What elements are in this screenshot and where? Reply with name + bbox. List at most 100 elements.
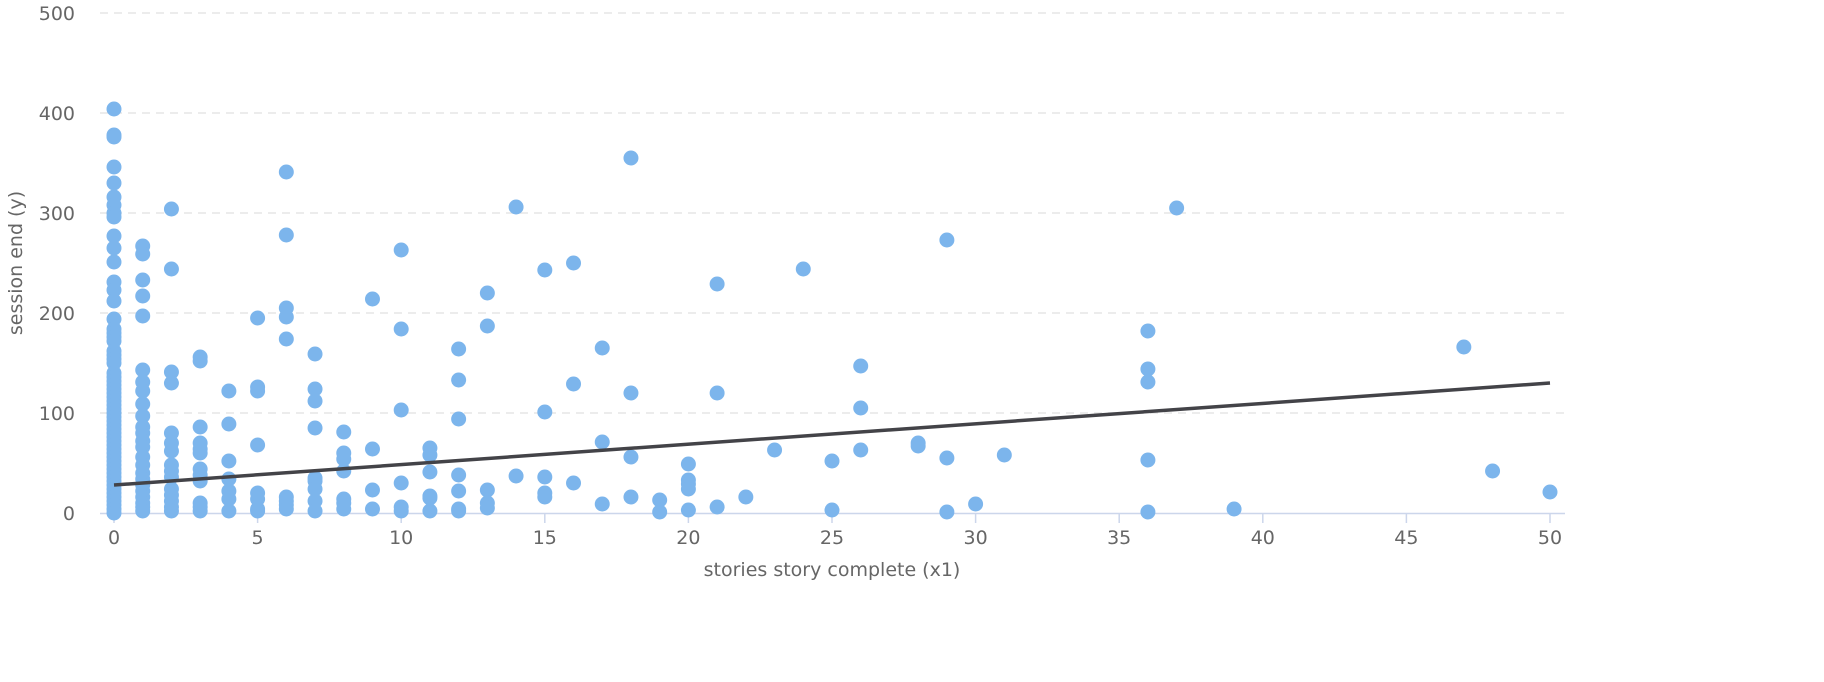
x-tick-label: 5: [252, 527, 264, 549]
data-point: [192, 419, 208, 435]
data-point: [652, 504, 668, 520]
y-axis-ticks: 0 100 200 300 400 500: [39, 3, 75, 525]
data-point: [1542, 484, 1558, 500]
data-point: [307, 381, 323, 397]
data-point: [623, 385, 639, 401]
data-point: [968, 496, 984, 512]
data-point: [307, 420, 323, 436]
data-point: [451, 411, 467, 427]
data-point: [422, 490, 438, 506]
data-point: [307, 346, 323, 362]
x-tick-label: 50: [1538, 527, 1562, 549]
data-point: [393, 503, 409, 519]
data-point: [996, 447, 1012, 463]
data-point: [537, 404, 553, 420]
data-point: [250, 383, 266, 399]
data-point: [451, 467, 467, 483]
data-point: [910, 438, 926, 454]
x-tick-label: 20: [676, 527, 700, 549]
data-point: [939, 232, 955, 248]
data-point: [364, 501, 380, 517]
data-point: [135, 408, 151, 424]
data-point: [824, 453, 840, 469]
data-point: [479, 482, 495, 498]
data-point: [479, 500, 495, 516]
data-point: [106, 505, 122, 521]
data-point: [278, 309, 294, 325]
data-point: [939, 450, 955, 466]
data-point: [106, 293, 122, 309]
x-axis-label: stories story complete (x1): [704, 559, 961, 581]
data-point: [307, 503, 323, 519]
data-point: [364, 291, 380, 307]
y-tick-label: 0: [63, 503, 75, 525]
data-point: [393, 321, 409, 337]
x-tick-label: 15: [533, 527, 557, 549]
data-point: [422, 464, 438, 480]
data-point: [307, 393, 323, 409]
data-point: [479, 318, 495, 334]
x-tick-label: 40: [1251, 527, 1275, 549]
data-point: [106, 129, 122, 145]
data-point: [106, 228, 122, 244]
data-point: [795, 261, 811, 277]
y-tick-label: 300: [39, 203, 75, 225]
x-tick-label: 35: [1107, 527, 1131, 549]
data-point: [566, 255, 582, 271]
y-tick-label: 500: [39, 3, 75, 25]
data-point: [451, 372, 467, 388]
data-point: [106, 159, 122, 175]
data-point: [566, 475, 582, 491]
x-axis: 0 5 10 15 20 25 30 35 40 45 50: [100, 512, 1565, 549]
data-point: [479, 285, 495, 301]
x-tick-label: 25: [820, 527, 844, 549]
data-point: [135, 362, 151, 378]
data-point: [135, 308, 151, 324]
data-point: [106, 175, 122, 191]
data-point: [336, 424, 352, 440]
data-point: [163, 201, 179, 217]
data-point: [853, 358, 869, 374]
trend-line-group: [113, 381, 1551, 487]
data-point: [1169, 200, 1185, 216]
data-point: [709, 499, 725, 515]
y-tick-label: 400: [39, 103, 75, 125]
data-point: [1485, 463, 1501, 479]
data-point: [1140, 361, 1156, 377]
data-point: [451, 503, 467, 519]
data-point: [451, 483, 467, 499]
data-point: [364, 441, 380, 457]
data-point: [537, 489, 553, 505]
data-point: [163, 443, 179, 459]
y-tick-label: 100: [39, 403, 75, 425]
data-point: [221, 453, 237, 469]
data-point: [652, 492, 668, 508]
data-point: [824, 502, 840, 518]
data-point: [221, 503, 237, 519]
data-point: [680, 481, 696, 497]
data-point: [192, 353, 208, 369]
data-point: [594, 340, 610, 356]
data-point: [623, 150, 639, 166]
data-point: [163, 375, 179, 391]
data-point: [1140, 504, 1156, 520]
data-point: [738, 489, 754, 505]
data-point: [709, 276, 725, 292]
x-tick-label: 10: [389, 527, 413, 549]
data-point: [1140, 323, 1156, 339]
data-point: [1226, 501, 1242, 517]
data-point: [1140, 452, 1156, 468]
data-point: [278, 331, 294, 347]
data-point: [106, 209, 122, 225]
data-point: [1140, 374, 1156, 390]
data-point: [278, 164, 294, 180]
data-point: [221, 383, 237, 399]
data-point: [135, 383, 151, 399]
data-point: [566, 376, 582, 392]
data-point: [422, 503, 438, 519]
data-point: [106, 240, 122, 256]
data-point: [709, 385, 725, 401]
data-point: [250, 503, 266, 519]
data-point: [106, 282, 122, 298]
